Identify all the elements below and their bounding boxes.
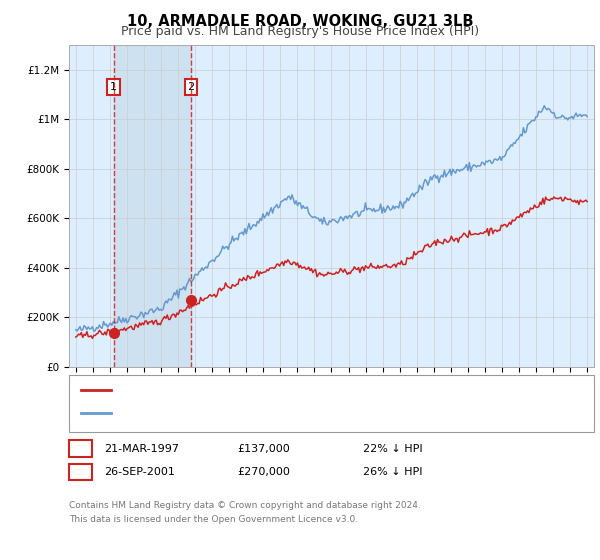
Text: 22% ↓ HPI: 22% ↓ HPI bbox=[363, 444, 422, 454]
Text: 26% ↓ HPI: 26% ↓ HPI bbox=[363, 467, 422, 477]
Text: £270,000: £270,000 bbox=[237, 467, 290, 477]
Bar bbox=[113, 45, 191, 367]
Text: Contains HM Land Registry data © Crown copyright and database right 2024.: Contains HM Land Registry data © Crown c… bbox=[69, 501, 421, 510]
Text: 26-SEP-2001: 26-SEP-2001 bbox=[104, 467, 175, 477]
Text: Price paid vs. HM Land Registry's House Price Index (HPI): Price paid vs. HM Land Registry's House … bbox=[121, 25, 479, 38]
Text: £137,000: £137,000 bbox=[237, 444, 290, 454]
Text: 2: 2 bbox=[187, 82, 194, 92]
Text: HPI: Average price, detached house, Woking: HPI: Average price, detached house, Woki… bbox=[117, 408, 364, 418]
Text: This data is licensed under the Open Government Licence v3.0.: This data is licensed under the Open Gov… bbox=[69, 515, 358, 524]
Text: 21-MAR-1997: 21-MAR-1997 bbox=[104, 444, 179, 454]
Text: 1: 1 bbox=[77, 444, 84, 454]
Text: 10, ARMADALE ROAD, WOKING, GU21 3LB: 10, ARMADALE ROAD, WOKING, GU21 3LB bbox=[127, 14, 473, 29]
Text: 10, ARMADALE ROAD, WOKING, GU21 3LB (detached house): 10, ARMADALE ROAD, WOKING, GU21 3LB (det… bbox=[117, 385, 454, 395]
Text: 2: 2 bbox=[77, 467, 84, 477]
Text: 1: 1 bbox=[110, 82, 117, 92]
